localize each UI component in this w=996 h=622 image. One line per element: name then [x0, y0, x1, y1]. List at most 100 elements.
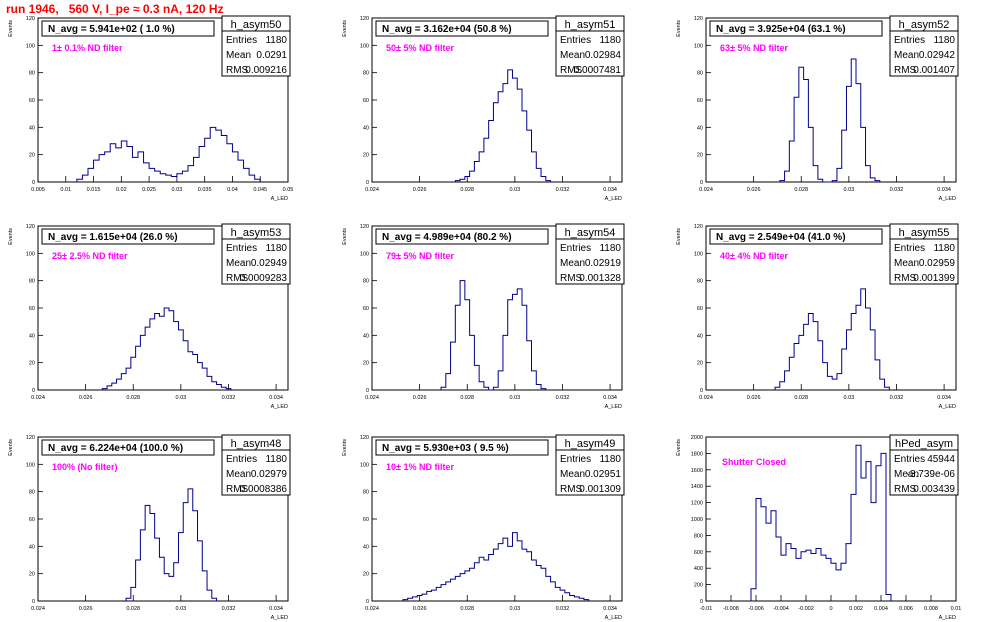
- y-tick-label: 0: [700, 599, 703, 605]
- x-tick-label: 0.03: [175, 606, 186, 612]
- x-tick-label: 0.02: [116, 187, 127, 193]
- title-box: [375, 20, 549, 37]
- stats-rms-label: RMS: [226, 484, 249, 495]
- stats-rms-value: 0.0008386: [240, 484, 288, 495]
- stats-mean-value: 0.02951: [585, 469, 622, 480]
- y-tick-label: 40: [697, 333, 703, 339]
- x-tick-label: 0.032: [222, 606, 236, 612]
- y-tick-label: 60: [29, 517, 35, 523]
- stats-rms-value: 0.001407: [913, 65, 955, 76]
- stats-mean-value: 0.02949: [251, 258, 288, 269]
- x-tick-label: 0: [829, 606, 832, 612]
- stats-entries-label: Entries: [894, 454, 925, 465]
- histogram-panel-hPed_asym: 0 200 400 600 800 1000 1200 1400 1600 1800 2000 -0.…: [676, 434, 962, 621]
- stats-box: [889, 15, 959, 77]
- y-tick-label: 60: [29, 306, 35, 312]
- title-box: [41, 228, 215, 245]
- stats-mean-label: Mean: [560, 50, 585, 61]
- x-tick-label: 0.032: [222, 395, 236, 401]
- stats-mean-label: Mean: [560, 469, 585, 480]
- y-axis-title: Events: [8, 20, 14, 37]
- histogram-name: h_asym55: [899, 227, 950, 239]
- stats-rms-value: 0.0009283: [240, 273, 288, 284]
- y-tick-label: 60: [29, 98, 35, 104]
- x-tick-label: 0.04: [227, 187, 238, 193]
- x-tick-label: 0.032: [890, 187, 904, 193]
- y-tick-label: 100: [26, 251, 35, 257]
- x-tick-label: 0.024: [365, 187, 379, 193]
- x-tick-label: 0.026: [79, 395, 93, 401]
- x-tick-label: 0.03: [843, 187, 854, 193]
- y-tick-label: 100: [26, 462, 35, 468]
- y-tick-label: 80: [363, 71, 369, 77]
- chart-title: N_avg = 4.989e+04 (80.2 %): [382, 232, 512, 243]
- x-tick-label: 0.01: [951, 606, 962, 612]
- histogram-panel-h_asym49: 0 20 40 60 80 100 120 0.024 0.026 0.028 0.03 0.032 0…: [342, 434, 625, 621]
- y-tick-label: 120: [26, 435, 35, 441]
- y-tick-label: 40: [363, 333, 369, 339]
- y-tick-label: 1600: [691, 468, 703, 474]
- x-tick-label: 0.008: [924, 606, 938, 612]
- y-tick-label: 60: [363, 98, 369, 104]
- x-tick-label: 0.03: [175, 395, 186, 401]
- y-tick-label: 0: [32, 388, 35, 394]
- x-tick-label: 0.028: [460, 606, 474, 612]
- x-axis-title: A_LED: [605, 615, 622, 621]
- y-tick-label: 200: [694, 583, 703, 589]
- stats-mean-value: 0.0291: [256, 50, 287, 61]
- y-tick-label: 800: [694, 533, 703, 539]
- stats-mean-label: Mean: [560, 258, 585, 269]
- stats-rms-value: 0.001399: [913, 273, 955, 284]
- x-tick-label: 0.005: [31, 187, 45, 193]
- stats-entries-value: 1180: [265, 35, 287, 46]
- histogram-name: hPed_asym: [895, 438, 953, 450]
- stats-rms-label: RMS: [560, 273, 583, 284]
- x-tick-label: 0.024: [699, 187, 713, 193]
- y-tick-label: 1400: [691, 484, 703, 490]
- histogram-name: h_asym53: [231, 227, 282, 239]
- stats-rms-label: RMS: [226, 65, 249, 76]
- x-tick-label: 0.028: [460, 395, 474, 401]
- y-tick-label: 0: [32, 599, 35, 605]
- stats-box: [221, 223, 291, 285]
- histogram-line: [101, 307, 232, 390]
- y-tick-label: 20: [363, 153, 369, 159]
- stats-box: [555, 223, 625, 285]
- stats-mean-value: 0.02942: [919, 50, 956, 61]
- x-tick-label: 0.025: [142, 187, 156, 193]
- title-box: [375, 439, 549, 456]
- stats-mean-label: Mean: [894, 258, 919, 269]
- title-box: [709, 228, 883, 245]
- filter-note: Shutter Closed: [722, 457, 786, 467]
- y-axis-title: Events: [342, 439, 348, 456]
- x-tick-label: 0.034: [269, 395, 283, 401]
- histogram-line: [750, 444, 892, 601]
- stats-mean-label: Mean: [894, 469, 919, 480]
- y-tick-label: 20: [697, 361, 703, 367]
- x-tick-label: -0.01: [700, 606, 713, 612]
- y-tick-label: 40: [697, 125, 703, 131]
- x-tick-label: 0.034: [603, 395, 617, 401]
- filter-note: 79± 5% ND filter: [386, 251, 454, 261]
- x-tick-label: 0.034: [937, 187, 951, 193]
- stats-entries-value: 1180: [599, 35, 621, 46]
- histogram-name: h_asym48: [231, 438, 282, 450]
- histogram-panel-h_asym48: 0 20 40 60 80 100 120 0.024 0.026 0.028 0.03 0.032 0…: [8, 434, 291, 621]
- y-tick-label: 0: [32, 180, 35, 186]
- x-tick-label: 0.024: [31, 395, 45, 401]
- y-tick-label: 2000: [691, 435, 703, 441]
- x-axis-title: A_LED: [271, 196, 288, 202]
- y-tick-label: 600: [694, 550, 703, 556]
- x-tick-label: 0.032: [890, 395, 904, 401]
- chart-title: N_avg = 6.224e+04 (100.0 %): [48, 443, 183, 454]
- stats-rms-label: RMS: [894, 484, 917, 495]
- x-tick-label: 0.034: [603, 606, 617, 612]
- x-tick-label: 0.028: [794, 187, 808, 193]
- y-tick-label: 80: [363, 279, 369, 285]
- stats-entries-value: 1180: [933, 35, 955, 46]
- histogram-line: [402, 532, 590, 601]
- y-axis-title: Events: [342, 228, 348, 245]
- x-tick-label: -0.008: [723, 606, 739, 612]
- y-tick-label: 120: [360, 224, 369, 230]
- filter-note: 10± 1% ND filter: [386, 462, 454, 472]
